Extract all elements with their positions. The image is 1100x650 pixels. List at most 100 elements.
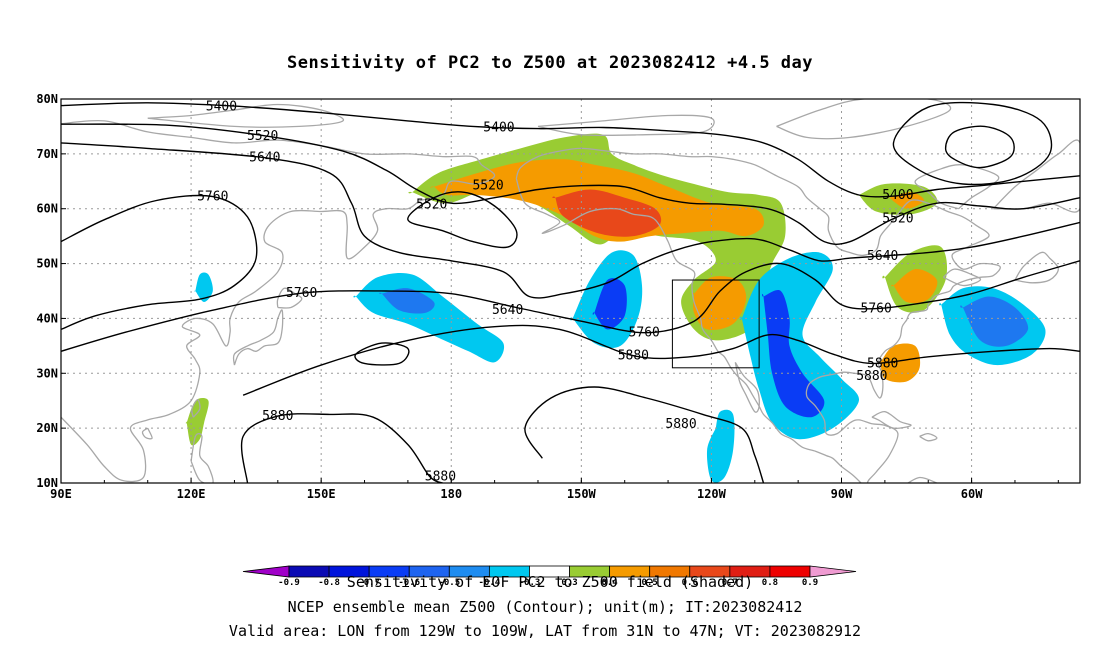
valid-area-box — [671, 279, 760, 369]
colorbar-tick-label-12: 0.8 — [762, 578, 778, 588]
coastline-8 — [515, 147, 1001, 483]
colorbar-right-triangle — [809, 565, 857, 578]
colorbar-tick-label-4: -0.5 — [438, 578, 460, 588]
contour-label-10: 5760 — [197, 190, 228, 205]
map-panel: 5400 5400 5400 5520 5520 5520 5520 5640 5640 5640… — [36, 92, 1081, 501]
coastline-1 — [232, 309, 284, 366]
contour-label-1: 5400 — [483, 121, 514, 136]
lat-tick-label-7: 80N — [36, 92, 58, 106]
contour-label-16: 5880 — [665, 417, 696, 432]
contour-5520-1 — [61, 123, 1080, 245]
colorbar-tick-label-1: -0.8 — [318, 578, 340, 588]
sensitivity-region-8 — [879, 343, 921, 383]
lon-tick-label-1: 120E — [177, 487, 206, 501]
colorbar-tick-label-9: 0.5 — [642, 578, 658, 588]
sensitivity-region-17 — [960, 296, 1029, 347]
axis-ticks: 90E 120E 150E 180 150W 120W 90W 60W 10N 20N 30N 40N… — [36, 92, 1059, 501]
contour-label-9: 5640 — [867, 249, 898, 264]
lon-tick-label-0: 90E — [50, 487, 72, 501]
contour-label-3: 5520 — [247, 129, 278, 144]
colorbar-tick-label-3: -0.6 — [398, 578, 420, 588]
lat-tick-label-4: 50N — [36, 257, 58, 271]
coastline-12 — [1014, 251, 1059, 284]
contour-5880-6 — [354, 342, 410, 366]
colorbar-segment-0 — [288, 565, 330, 578]
lat-tick-label-2: 30N — [36, 366, 58, 380]
coastline-16 — [537, 114, 715, 137]
caption-line-3: Valid area: LON from 129W to 109W, LAT f… — [229, 622, 861, 640]
z500-contours — [61, 101, 1080, 483]
lon-tick-label-6: 90W — [831, 487, 853, 501]
contour-5400-0 — [61, 102, 1080, 198]
caption-line-2: NCEP ensemble mean Z500 (Contour); unit(… — [288, 598, 803, 616]
contour-label-13: 5760 — [861, 302, 892, 317]
lon-tick-label-5: 120W — [697, 487, 727, 501]
coastline-13 — [914, 164, 1000, 210]
coastline-11 — [942, 268, 982, 287]
contour-5280-10 — [892, 101, 1053, 186]
colorbar-tick-label-11: 0.7 — [722, 578, 738, 588]
sensitivity-region-19 — [194, 272, 213, 302]
coastline-7 — [734, 361, 760, 413]
colorbar-tick-label-13: 0.9 — [802, 578, 818, 588]
sensitivity-region-3 — [692, 276, 747, 331]
colorbar-tick-label-6: -0.3 — [519, 578, 541, 588]
lon-tick-label-7: 60W — [961, 487, 983, 501]
contour-label-17: 5880 — [425, 469, 456, 484]
colorbar-tick-label-8: 0.4 — [601, 578, 618, 588]
lat-tick-label-0: 10N — [36, 476, 58, 490]
contour-5760-4 — [61, 260, 1080, 352]
lat-tick-label-5: 60N — [36, 202, 58, 216]
contour-label-8: 5640 — [492, 303, 523, 318]
sensitivity-region-13 — [592, 278, 627, 330]
contour-5880-7 — [524, 386, 765, 483]
contour-label-11: 5760 — [286, 286, 317, 301]
contour-label-14: 5880 — [262, 409, 293, 424]
contour-label-6: 5520 — [882, 212, 913, 227]
contour-label-4: 5520 — [472, 179, 503, 194]
contour-5880-8 — [240, 413, 443, 483]
lon-tick-label-3: 180 — [440, 487, 462, 501]
contour-label-2: 5400 — [882, 188, 913, 203]
contour-5520-11 — [407, 191, 518, 249]
sensitivity-region-2 — [552, 189, 662, 237]
contour-labels: 5400 5400 5400 5520 5520 5520 5520 5640 5640 5640… — [197, 100, 913, 484]
coastline-15 — [776, 99, 952, 140]
coastline-17 — [147, 103, 345, 128]
colorbar-tick-label-5: -0.4 — [479, 578, 501, 588]
colorbar-tick-label-7: 0.3 — [561, 578, 577, 588]
contour-label-18: 5880 — [867, 356, 898, 371]
colorbar-segment-12 — [769, 565, 811, 578]
coastline-9 — [871, 411, 912, 429]
caption-line-1: Sensitivity of EOF PC2 to Z500 field (Sh… — [347, 573, 753, 591]
colorbar-tick-label-10: 0.6 — [682, 578, 698, 588]
contour-label-15: 5880 — [618, 349, 649, 364]
lat-tick-label-1: 20N — [36, 421, 58, 435]
valid-area-box-group — [671, 279, 760, 369]
figure-title: Sensitivity of PC2 to Z500 at 2023082412… — [287, 53, 813, 73]
contour-5640-2 — [61, 142, 1080, 299]
coastline-4 — [190, 433, 214, 483]
contour-5880-5 — [242, 324, 1080, 396]
colorbar-tick-label-2: -0.7 — [358, 578, 380, 588]
lat-tick-label-6: 70N — [36, 147, 58, 161]
contour-label-5: 5520 — [416, 197, 447, 212]
colorbar-left-triangle — [242, 565, 290, 578]
sensitivity-region-11 — [379, 288, 435, 314]
colorbar-tick-label-0: -0.9 — [278, 578, 300, 588]
contour-5280-9 — [944, 125, 1015, 169]
coastline-0 — [61, 119, 496, 483]
lat-tick-label-3: 40N — [36, 311, 58, 325]
coastline-10 — [919, 432, 938, 442]
map-frame — [60, 98, 1081, 484]
sensitivity-region-7 — [891, 269, 938, 304]
contour-label-19: 5880 — [856, 369, 887, 384]
contour-label-7: 5640 — [249, 151, 280, 166]
coastline-5 — [141, 427, 153, 440]
lon-tick-label-2: 150E — [307, 487, 336, 501]
contour-label-0: 5400 — [206, 100, 237, 115]
coastline-3 — [191, 398, 201, 418]
colorbar: -0.9 -0.8 -0.7 -0.6 -0.5 -0.4 -0.3 0.3 0.4 0.5 0.6… — [242, 565, 857, 588]
contour-label-12: 5760 — [629, 326, 660, 341]
